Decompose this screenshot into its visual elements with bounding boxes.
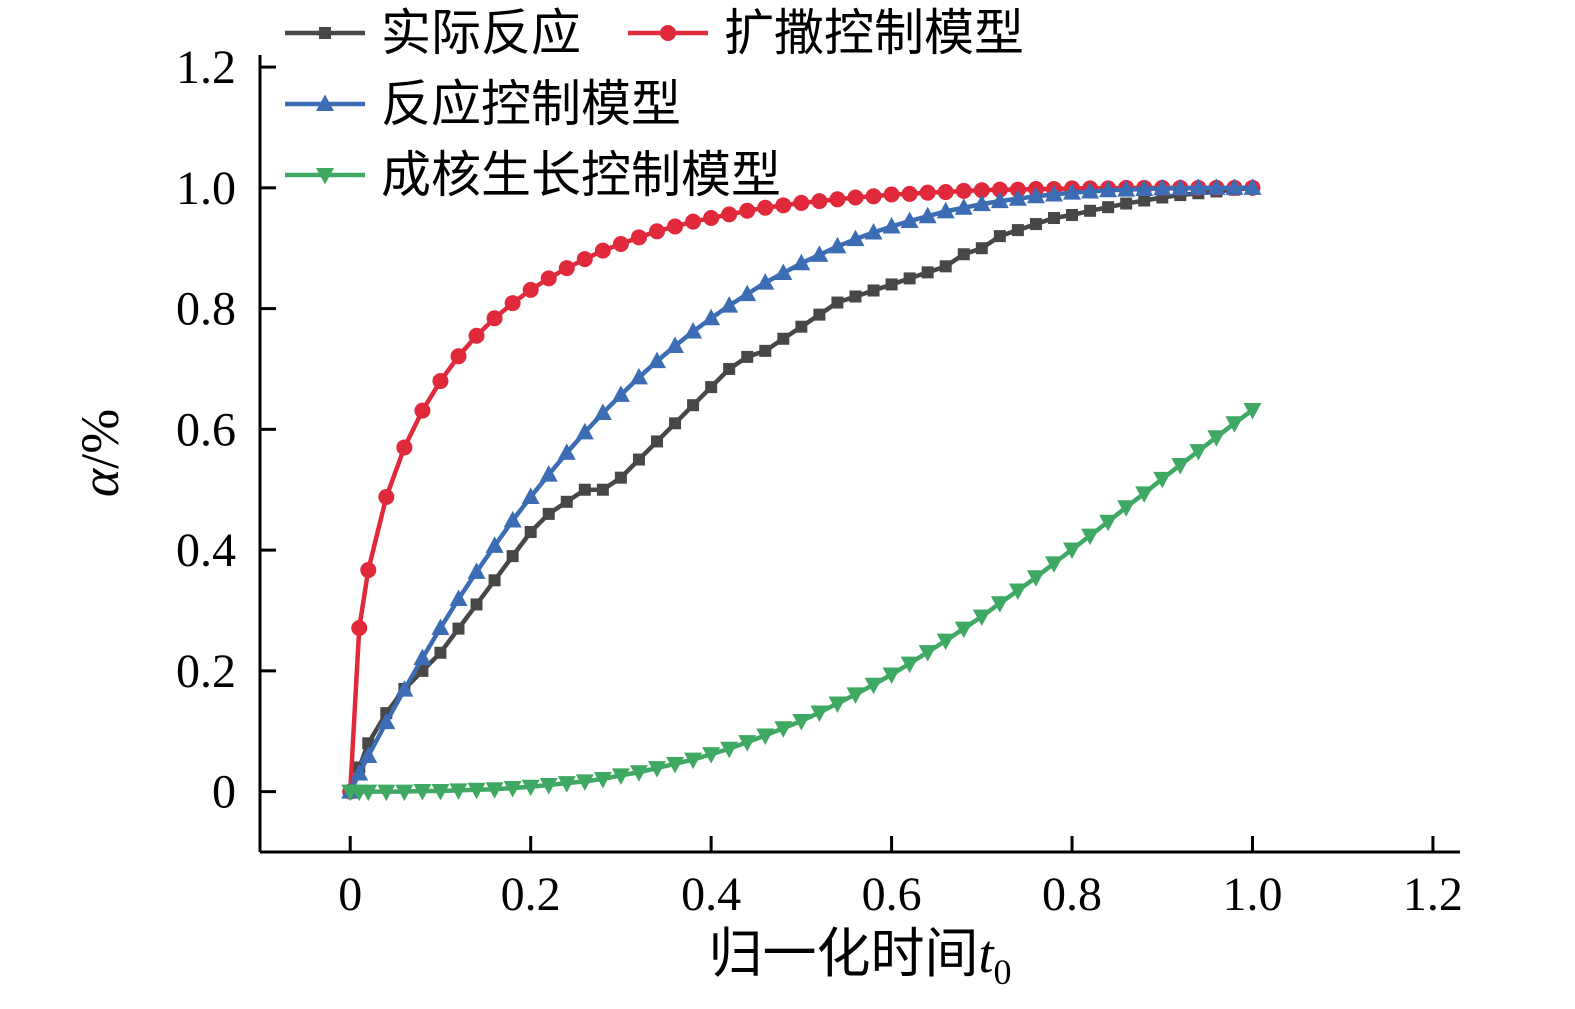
x-tick-label: 0: [338, 868, 362, 921]
x-tick-label: 1.0: [1222, 868, 1282, 921]
series-reaction: [341, 178, 1262, 799]
series-nucleation: [341, 403, 1262, 802]
legend-label-actual: 实际反应: [381, 5, 581, 61]
y-tick-label: 0.2: [176, 645, 236, 698]
y-axis-title: α/%: [70, 409, 130, 497]
legend-label-nucleation: 成核生长控制模型: [381, 147, 781, 203]
legend-item-actual: 实际反应: [285, 5, 581, 61]
legend-label-reaction: 反应控制模型: [381, 76, 681, 132]
y-tick-label: 1.0: [176, 162, 236, 215]
legend-label-diffusion: 扩撒控制模型: [724, 5, 1024, 61]
x-tick-label: 0.8: [1042, 868, 1102, 921]
y-tick-label: 1.2: [176, 41, 236, 94]
y-tick-label: 0.8: [176, 283, 236, 336]
x-tick-label: 0.2: [501, 868, 561, 921]
legend-item-diffusion: 扩撒控制模型: [628, 5, 1024, 61]
x-tick-label: 0.6: [862, 868, 922, 921]
legend-item-nucleation: 成核生长控制模型: [285, 147, 781, 203]
series-actual: [344, 181, 1259, 798]
y-tick-label: 0.4: [176, 524, 236, 577]
y-tick-label: 0.6: [176, 403, 236, 456]
x-axis-title: 归一化时间t0: [708, 924, 1011, 992]
y-tick-label: 0: [212, 766, 236, 819]
x-tick-label: 1.2: [1403, 868, 1463, 921]
series-diffusion: [342, 179, 1261, 800]
legend-item-reaction: 反应控制模型: [285, 76, 681, 132]
x-tick-label: 0.4: [681, 868, 741, 921]
